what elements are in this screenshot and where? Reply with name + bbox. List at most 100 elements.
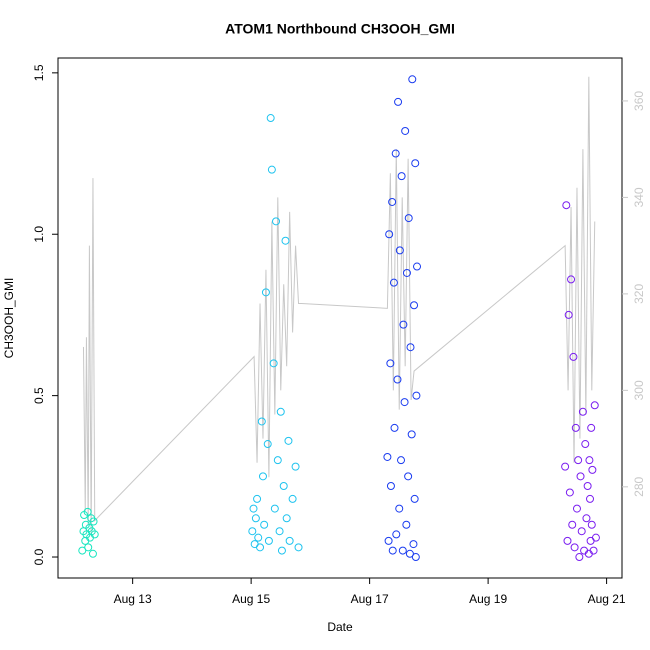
point bbox=[404, 472, 413, 481]
point bbox=[574, 456, 583, 465]
point bbox=[404, 214, 413, 223]
point bbox=[288, 494, 297, 503]
point bbox=[384, 536, 393, 545]
point bbox=[291, 462, 300, 471]
point bbox=[266, 114, 275, 123]
point bbox=[407, 430, 416, 439]
point bbox=[578, 407, 587, 416]
point bbox=[563, 536, 572, 545]
point bbox=[393, 375, 402, 384]
point bbox=[591, 533, 600, 542]
point bbox=[257, 417, 266, 426]
point bbox=[281, 236, 290, 245]
point bbox=[570, 543, 579, 552]
point bbox=[389, 278, 398, 287]
point bbox=[571, 423, 580, 432]
y-tick-label: 0.5 bbox=[32, 387, 46, 404]
point bbox=[385, 230, 394, 239]
point bbox=[402, 268, 411, 277]
point bbox=[269, 359, 278, 368]
point bbox=[394, 97, 403, 106]
point bbox=[577, 527, 586, 536]
point bbox=[78, 546, 87, 555]
point bbox=[583, 482, 592, 491]
y2-tick-label: 360 bbox=[632, 91, 646, 111]
point bbox=[568, 520, 577, 529]
point bbox=[250, 540, 259, 549]
point bbox=[383, 452, 392, 461]
point bbox=[279, 482, 288, 491]
point bbox=[590, 401, 599, 410]
point bbox=[249, 504, 258, 513]
point bbox=[273, 456, 282, 465]
point bbox=[410, 494, 419, 503]
point bbox=[411, 159, 420, 168]
y2-tick-label: 340 bbox=[632, 187, 646, 207]
point bbox=[261, 288, 270, 297]
point bbox=[412, 391, 421, 400]
point bbox=[413, 262, 422, 271]
point bbox=[587, 423, 596, 432]
point bbox=[564, 310, 573, 319]
point bbox=[585, 456, 594, 465]
point bbox=[253, 494, 262, 503]
point bbox=[397, 172, 406, 181]
point bbox=[567, 275, 576, 284]
point bbox=[395, 504, 404, 513]
point bbox=[409, 540, 418, 549]
point bbox=[88, 549, 97, 558]
point bbox=[391, 149, 400, 158]
point bbox=[264, 536, 273, 545]
point bbox=[256, 543, 265, 552]
chart-title: ATOM1 Northbound CH3OOH_GMI bbox=[225, 21, 455, 37]
point bbox=[251, 514, 260, 523]
point bbox=[589, 546, 598, 555]
point bbox=[285, 536, 294, 545]
point bbox=[277, 546, 286, 555]
point bbox=[276, 407, 285, 416]
point bbox=[561, 462, 570, 471]
point bbox=[569, 352, 578, 361]
point bbox=[402, 520, 411, 529]
point bbox=[572, 504, 581, 513]
x-axis-label: Date bbox=[327, 620, 353, 634]
point bbox=[398, 546, 407, 555]
plot-box bbox=[57, 57, 623, 579]
point bbox=[587, 520, 596, 529]
point bbox=[282, 514, 291, 523]
point bbox=[562, 201, 571, 210]
x-tick-label: Aug 15 bbox=[232, 592, 270, 606]
y2-tick-label: 300 bbox=[632, 380, 646, 400]
point bbox=[400, 398, 409, 407]
point bbox=[582, 514, 591, 523]
point bbox=[406, 343, 415, 352]
point bbox=[576, 472, 585, 481]
y2-tick-label: 280 bbox=[632, 476, 646, 496]
point bbox=[294, 543, 303, 552]
point bbox=[89, 517, 98, 526]
point bbox=[386, 359, 395, 368]
y-tick-label: 0.0 bbox=[32, 548, 46, 565]
point bbox=[260, 520, 269, 529]
x-tick-label: Aug 21 bbox=[588, 592, 626, 606]
point bbox=[388, 546, 397, 555]
point bbox=[586, 494, 595, 503]
y2-tick-label: 320 bbox=[632, 284, 646, 304]
point bbox=[248, 527, 257, 536]
point bbox=[397, 456, 406, 465]
point bbox=[586, 536, 595, 545]
point bbox=[84, 543, 93, 552]
point bbox=[588, 465, 597, 474]
point bbox=[390, 423, 399, 432]
point bbox=[90, 530, 99, 539]
point bbox=[399, 320, 408, 329]
x-tick-label: Aug 19 bbox=[469, 592, 507, 606]
point bbox=[267, 165, 276, 174]
point bbox=[258, 472, 267, 481]
point bbox=[395, 246, 404, 255]
x-tick-label: Aug 13 bbox=[114, 592, 152, 606]
point bbox=[270, 504, 279, 513]
y-tick-label: 1.5 bbox=[32, 64, 46, 81]
point bbox=[581, 440, 590, 449]
